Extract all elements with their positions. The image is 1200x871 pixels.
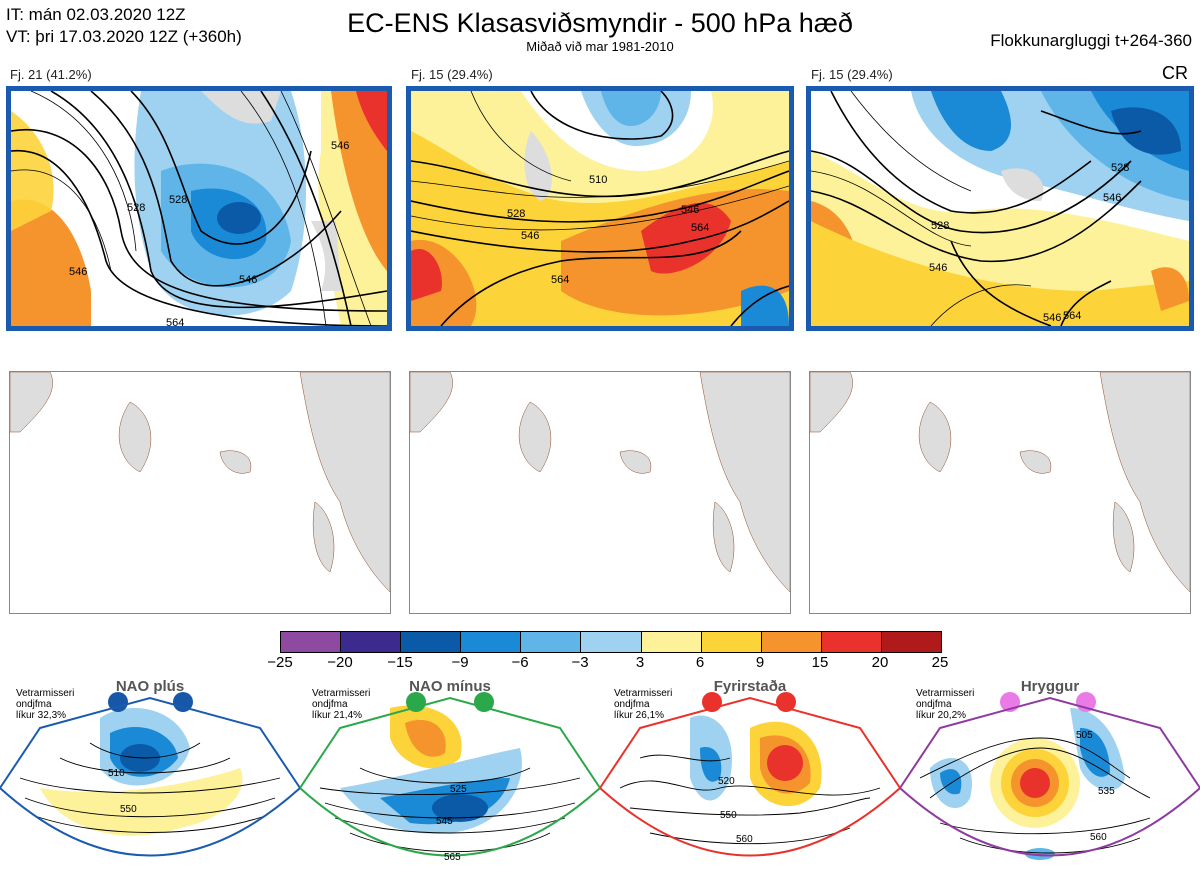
colorbar-tick: −25 bbox=[267, 654, 293, 671]
cluster-map-3: 528 546 528 546 546 564 bbox=[806, 86, 1194, 331]
regime-months: ondjfma bbox=[16, 699, 52, 710]
contour-label: 546 bbox=[929, 262, 947, 274]
regime-season: Vetrarmisseri bbox=[614, 688, 673, 699]
colorbar-tick: −3 bbox=[571, 654, 589, 671]
cluster-label-1: Fj. 21 (41.2%) bbox=[10, 67, 92, 82]
cluster-label-2: Fj. 15 (29.4%) bbox=[411, 67, 493, 82]
contour-label: 546 bbox=[69, 266, 87, 278]
contour-label: 510 bbox=[108, 768, 125, 779]
colorbar-tick: 20 bbox=[871, 654, 889, 671]
page-subtitle: Miðað við mar 1981-2010 bbox=[526, 39, 674, 54]
colorbar-segment bbox=[400, 632, 461, 652]
header-info: IT: mán 02.03.2020 12Z VT: þri 17.03.202… bbox=[6, 4, 242, 48]
contour-label: 546 bbox=[1043, 312, 1061, 324]
contour-label: 520 bbox=[718, 776, 735, 787]
regime-months: ondjfma bbox=[614, 699, 650, 710]
initial-time: IT: mán 02.03.2020 12Z bbox=[6, 5, 186, 24]
page-title: EC-ENS Klasasviðsmyndir - 500 hPa hæð bbox=[347, 8, 853, 38]
regime-season: Vetrarmisseri bbox=[916, 688, 975, 699]
regime-nao-minus: Vetrarmisseri ondjfma líkur 21,4% NAO mí… bbox=[300, 678, 600, 871]
colorbar-tick: −20 bbox=[327, 654, 353, 671]
colorbar-tick: −9 bbox=[451, 654, 469, 671]
contour-label: 528 bbox=[127, 202, 145, 214]
contour-label: 510 bbox=[589, 174, 607, 186]
regime-dot bbox=[108, 692, 128, 712]
regime-blocking: Vetrarmisseri ondjfma líkur 26,1% Fyrirs… bbox=[600, 678, 900, 871]
regime-season: Vetrarmisseri bbox=[312, 688, 371, 699]
colorbar-tick: 3 bbox=[635, 654, 645, 671]
regime-probability: líkur 21,4% bbox=[312, 710, 363, 721]
regime-nao-plus: Vetrarmisseri ondjfma líkur 32,3% NAO pl… bbox=[0, 678, 300, 871]
contour-label: 546 bbox=[681, 204, 699, 216]
colorbar-segment bbox=[340, 632, 401, 652]
cluster-map-1: 546 528 528 546 546 564 bbox=[6, 86, 392, 331]
contour-label: 528 bbox=[507, 208, 525, 220]
regime-probability: líkur 32,3% bbox=[16, 710, 67, 721]
contour-label: 545 bbox=[436, 816, 453, 827]
contour-label: 528 bbox=[931, 220, 949, 232]
colorbar-segment bbox=[700, 632, 761, 652]
contour-label: 535 bbox=[1098, 786, 1115, 797]
contour-label: 565 bbox=[444, 852, 461, 863]
colorbar-segment bbox=[460, 632, 521, 652]
regime-months: ondjfma bbox=[312, 699, 348, 710]
colorbar-segment bbox=[820, 632, 881, 652]
contour-label: 525 bbox=[450, 784, 467, 795]
colorbar-tick: −6 bbox=[511, 654, 529, 671]
cluster-map-2: 510 528 546 564 546 564 bbox=[406, 86, 794, 331]
regime-dot bbox=[173, 692, 193, 712]
colorbar-segment bbox=[880, 632, 942, 652]
colorbar-segment bbox=[640, 632, 701, 652]
classification-window: Flokkunargluggi t+264-360 bbox=[990, 31, 1192, 50]
colorbar-segment bbox=[760, 632, 821, 652]
valid-time: VT: þri 17.03.2020 12Z (+360h) bbox=[6, 27, 242, 46]
regime-name: Fyrirstaða bbox=[713, 678, 787, 695]
contour-label: 528 bbox=[169, 194, 187, 206]
contour-label: 546 bbox=[1103, 192, 1121, 204]
colorbar-segment bbox=[520, 632, 581, 652]
colorbar bbox=[280, 631, 942, 653]
contour-label: 505 bbox=[1076, 730, 1093, 741]
contour-label: 564 bbox=[551, 274, 569, 286]
contour-label: 546 bbox=[521, 230, 539, 242]
contour-label: 560 bbox=[1090, 832, 1107, 843]
regime-code: CR bbox=[1162, 63, 1188, 83]
contour-label: 560 bbox=[736, 834, 753, 845]
regime-season: Vetrarmisseri bbox=[16, 688, 75, 699]
regime-dot bbox=[406, 692, 426, 712]
colorbar-tick: 9 bbox=[755, 654, 765, 671]
contour-label: 550 bbox=[720, 810, 737, 821]
colorbar-segment bbox=[281, 632, 341, 652]
blank-map-2 bbox=[409, 371, 791, 614]
regime-name: Hryggur bbox=[1020, 678, 1080, 695]
contour-label: 528 bbox=[1111, 162, 1129, 174]
colorbar-tick: 6 bbox=[695, 654, 705, 671]
contour-label: 564 bbox=[1063, 310, 1081, 322]
colorbar-tick: 15 bbox=[811, 654, 829, 671]
regime-months: ondjfma bbox=[916, 699, 952, 710]
regime-name: NAO plús bbox=[115, 678, 185, 695]
regime-probability: líkur 26,1% bbox=[614, 710, 665, 721]
contour-label: 546 bbox=[331, 140, 349, 152]
regime-ridge: Vetrarmisseri ondjfma líkur 20,2% Hryggu… bbox=[900, 678, 1200, 871]
colorbar-segment bbox=[580, 632, 641, 652]
regime-dot bbox=[474, 692, 494, 712]
contour-label: 550 bbox=[120, 804, 137, 815]
cluster-label-3: Fj. 15 (29.4%) bbox=[811, 67, 893, 82]
colorbar-ticks: −25 −20 −15 −9 −6 −3 3 6 9 15 20 25 bbox=[260, 654, 962, 674]
blank-map-1 bbox=[9, 371, 391, 614]
contour-label: 564 bbox=[166, 317, 184, 326]
colorbar-tick: 25 bbox=[931, 654, 949, 671]
contour-label: 546 bbox=[239, 274, 257, 286]
regime-probability: líkur 20,2% bbox=[916, 710, 967, 721]
colorbar-tick: −15 bbox=[387, 654, 413, 671]
regime-name: NAO mínus bbox=[409, 678, 491, 695]
contour-label: 564 bbox=[691, 222, 709, 234]
blank-map-3 bbox=[809, 371, 1191, 614]
